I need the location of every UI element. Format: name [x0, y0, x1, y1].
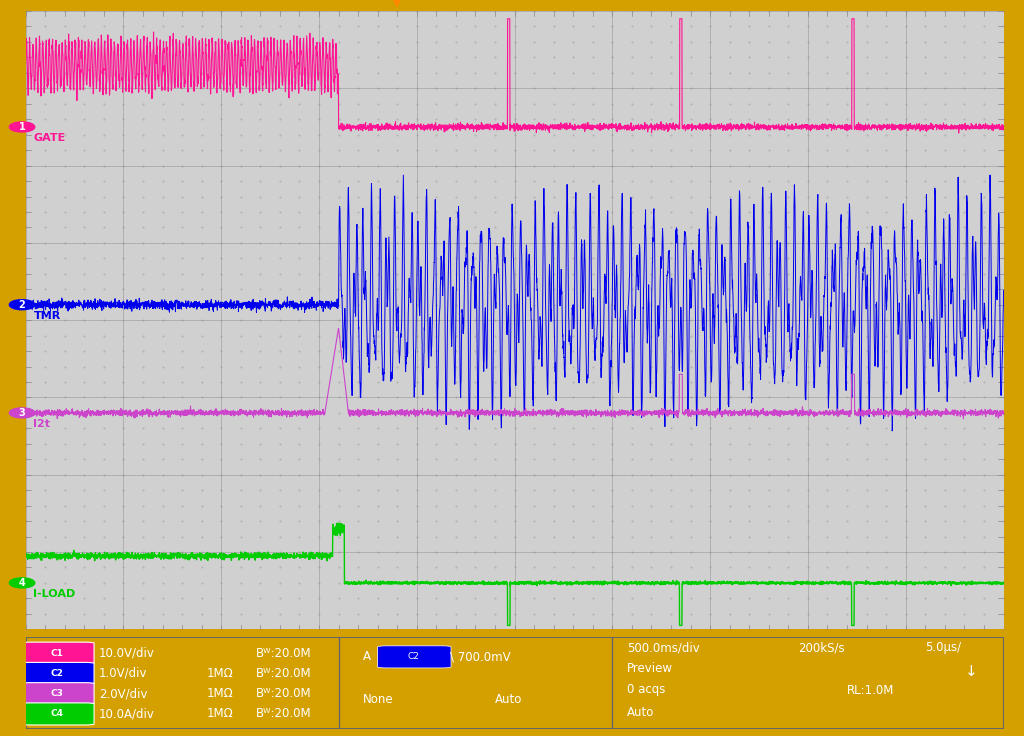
Circle shape	[9, 300, 35, 310]
FancyBboxPatch shape	[20, 703, 94, 725]
Text: GATE: GATE	[34, 133, 66, 143]
Text: RL:1.0M: RL:1.0M	[847, 684, 894, 696]
Text: 1: 1	[18, 122, 26, 132]
FancyBboxPatch shape	[378, 646, 451, 668]
Text: C2: C2	[408, 652, 420, 662]
Text: Bᵂ:20.0M: Bᵂ:20.0M	[255, 687, 311, 700]
Text: 1MΩ: 1MΩ	[207, 667, 233, 680]
Text: 2.0V/div: 2.0V/div	[99, 687, 147, 700]
Text: \ 700.0mV: \ 700.0mV	[450, 651, 511, 663]
Text: 1.0V/div: 1.0V/div	[99, 667, 147, 680]
Text: A: A	[362, 651, 371, 663]
FancyBboxPatch shape	[20, 662, 94, 684]
Text: 200kS/s: 200kS/s	[798, 641, 845, 654]
Text: 10.0V/div: 10.0V/div	[99, 647, 155, 659]
FancyBboxPatch shape	[20, 683, 94, 705]
Text: 4: 4	[18, 578, 26, 588]
Circle shape	[9, 122, 35, 132]
Text: TMR: TMR	[34, 311, 60, 321]
Text: ▼: ▼	[391, 0, 403, 10]
Text: Auto: Auto	[627, 706, 654, 718]
Text: 500.0ms/div: 500.0ms/div	[627, 641, 699, 654]
Text: Bᵂ:20.0M: Bᵂ:20.0M	[255, 647, 311, 659]
Text: 2: 2	[18, 300, 26, 310]
Text: I2t: I2t	[34, 419, 50, 429]
Text: Bᵂ:20.0M: Bᵂ:20.0M	[255, 667, 311, 680]
FancyBboxPatch shape	[20, 642, 94, 664]
Text: Auto: Auto	[495, 693, 522, 706]
Text: I-LOAD: I-LOAD	[34, 589, 76, 599]
Circle shape	[9, 578, 35, 588]
Text: C4: C4	[51, 710, 63, 718]
Text: C3: C3	[51, 689, 63, 698]
Text: 10.0A/div: 10.0A/div	[99, 707, 155, 721]
Text: 0 acqs: 0 acqs	[627, 684, 666, 696]
Text: 1MΩ: 1MΩ	[207, 687, 233, 700]
Text: None: None	[362, 693, 393, 706]
Text: 3: 3	[18, 408, 26, 418]
Text: 5.0μs/: 5.0μs/	[926, 641, 962, 654]
Text: 1MΩ: 1MΩ	[207, 707, 233, 721]
Text: Bᵂ:20.0M: Bᵂ:20.0M	[255, 707, 311, 721]
Circle shape	[9, 408, 35, 418]
Text: Preview: Preview	[627, 662, 673, 676]
Text: C2: C2	[51, 669, 63, 678]
Text: C1: C1	[51, 648, 63, 658]
Text: ↓: ↓	[965, 664, 977, 679]
